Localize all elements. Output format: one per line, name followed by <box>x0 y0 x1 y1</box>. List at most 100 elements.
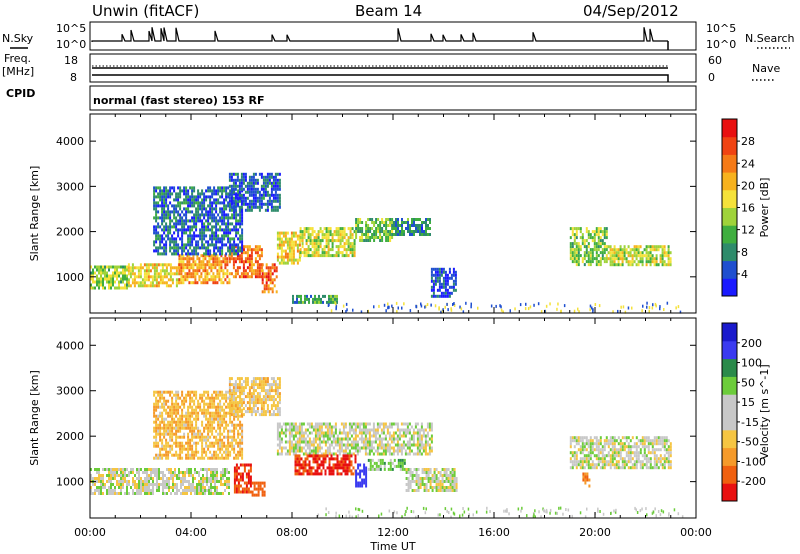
echo-cell <box>114 271 116 275</box>
echo-cell <box>219 219 222 223</box>
echo-cell <box>244 184 247 188</box>
echo-cell <box>260 407 263 411</box>
echo-cell <box>237 237 240 241</box>
echo-cell <box>336 300 338 304</box>
echo-cell <box>440 267 443 271</box>
echo-cell <box>182 269 185 273</box>
echo-cell <box>202 257 205 261</box>
echo-cell <box>595 257 598 261</box>
echo-cell <box>205 441 208 445</box>
echo-cell <box>202 492 204 495</box>
speckle-cell <box>499 304 501 308</box>
echo-cell <box>168 489 170 492</box>
echo-cell <box>212 281 215 285</box>
echo-cell <box>165 213 168 217</box>
echo-cell <box>221 216 224 220</box>
echo-cell <box>240 260 243 264</box>
echo-cell <box>250 266 253 270</box>
echo-cell <box>412 434 415 438</box>
echo-cell <box>342 449 345 453</box>
echo-cell <box>184 492 186 495</box>
echo-cell <box>280 246 283 250</box>
echo-cell <box>140 480 142 483</box>
echo-cell <box>446 294 449 298</box>
echo-cell <box>169 423 172 427</box>
echo-cell <box>186 260 189 264</box>
echo-cell <box>173 225 176 229</box>
echo-cell <box>114 489 116 492</box>
echo-cell <box>625 248 628 252</box>
echo-cell <box>221 186 224 190</box>
echo-cell <box>159 450 162 454</box>
echo-cell <box>239 490 242 494</box>
echo-cell <box>163 231 166 235</box>
speckle-cell <box>677 305 680 309</box>
echo-cell <box>212 260 215 264</box>
beam-title: Beam 14 <box>355 2 422 20</box>
echo-cell <box>205 417 208 421</box>
echo-cell <box>224 480 226 483</box>
echo-cell <box>148 468 150 471</box>
echo-cell <box>235 222 238 226</box>
echo-cell <box>248 245 251 249</box>
echo-cell <box>177 204 180 208</box>
echo-cell <box>216 281 219 285</box>
echo-cell <box>102 265 104 269</box>
echo-cell <box>203 456 206 460</box>
echo-cell <box>265 281 268 285</box>
echo-cell <box>203 402 206 406</box>
echo-cell <box>374 431 377 435</box>
echo-cell <box>361 233 364 236</box>
echo-cell <box>667 263 670 267</box>
echo-cell <box>132 480 134 483</box>
echo-cell <box>189 228 192 232</box>
echo-cell <box>233 426 236 430</box>
echo-cell <box>217 453 220 457</box>
echo-cell <box>436 270 439 274</box>
echo-cell <box>242 413 245 417</box>
echo-cell <box>124 471 126 474</box>
echo-cell <box>142 471 144 474</box>
echo-cell <box>589 233 592 237</box>
echo-cell <box>181 417 184 421</box>
echo-cell <box>601 251 604 255</box>
echo-cell <box>176 489 178 492</box>
echo-cell <box>354 434 357 438</box>
echo-cell <box>234 178 237 182</box>
echo-cell <box>225 426 228 430</box>
echo-cell <box>118 286 120 290</box>
echo-cell <box>207 447 210 451</box>
echo-cell <box>183 432 186 436</box>
echo-cell <box>379 233 382 236</box>
echo-cell <box>615 248 618 252</box>
echo-cell <box>651 245 654 249</box>
echo-cell <box>219 210 222 214</box>
echo-cell <box>418 428 421 432</box>
echo-cell <box>214 278 217 282</box>
echo-cell <box>244 178 247 182</box>
echo-cell <box>263 490 266 494</box>
echo-cell <box>318 449 321 453</box>
echo-cell <box>127 272 130 276</box>
echo-cell <box>313 251 316 255</box>
echo-cell <box>228 386 231 390</box>
echo-region <box>292 294 338 304</box>
echo-cell <box>417 224 419 227</box>
echo-cell <box>183 246 186 250</box>
echo-cell <box>262 202 265 206</box>
echo-cell <box>195 228 198 232</box>
echo-cell <box>100 474 102 477</box>
echo-cell <box>186 492 188 495</box>
echo-cell <box>377 227 380 230</box>
echo-cell <box>444 282 447 286</box>
echo-cell <box>217 228 220 232</box>
echo-cell <box>595 242 598 246</box>
echo-cell <box>227 429 230 433</box>
echo-cell <box>241 432 244 436</box>
echo-cell <box>225 243 228 247</box>
echo-cell <box>217 396 220 400</box>
echo-cell <box>365 224 368 227</box>
echo-cell <box>324 422 327 426</box>
echo-cell <box>201 210 204 214</box>
echo-cell <box>261 281 264 285</box>
